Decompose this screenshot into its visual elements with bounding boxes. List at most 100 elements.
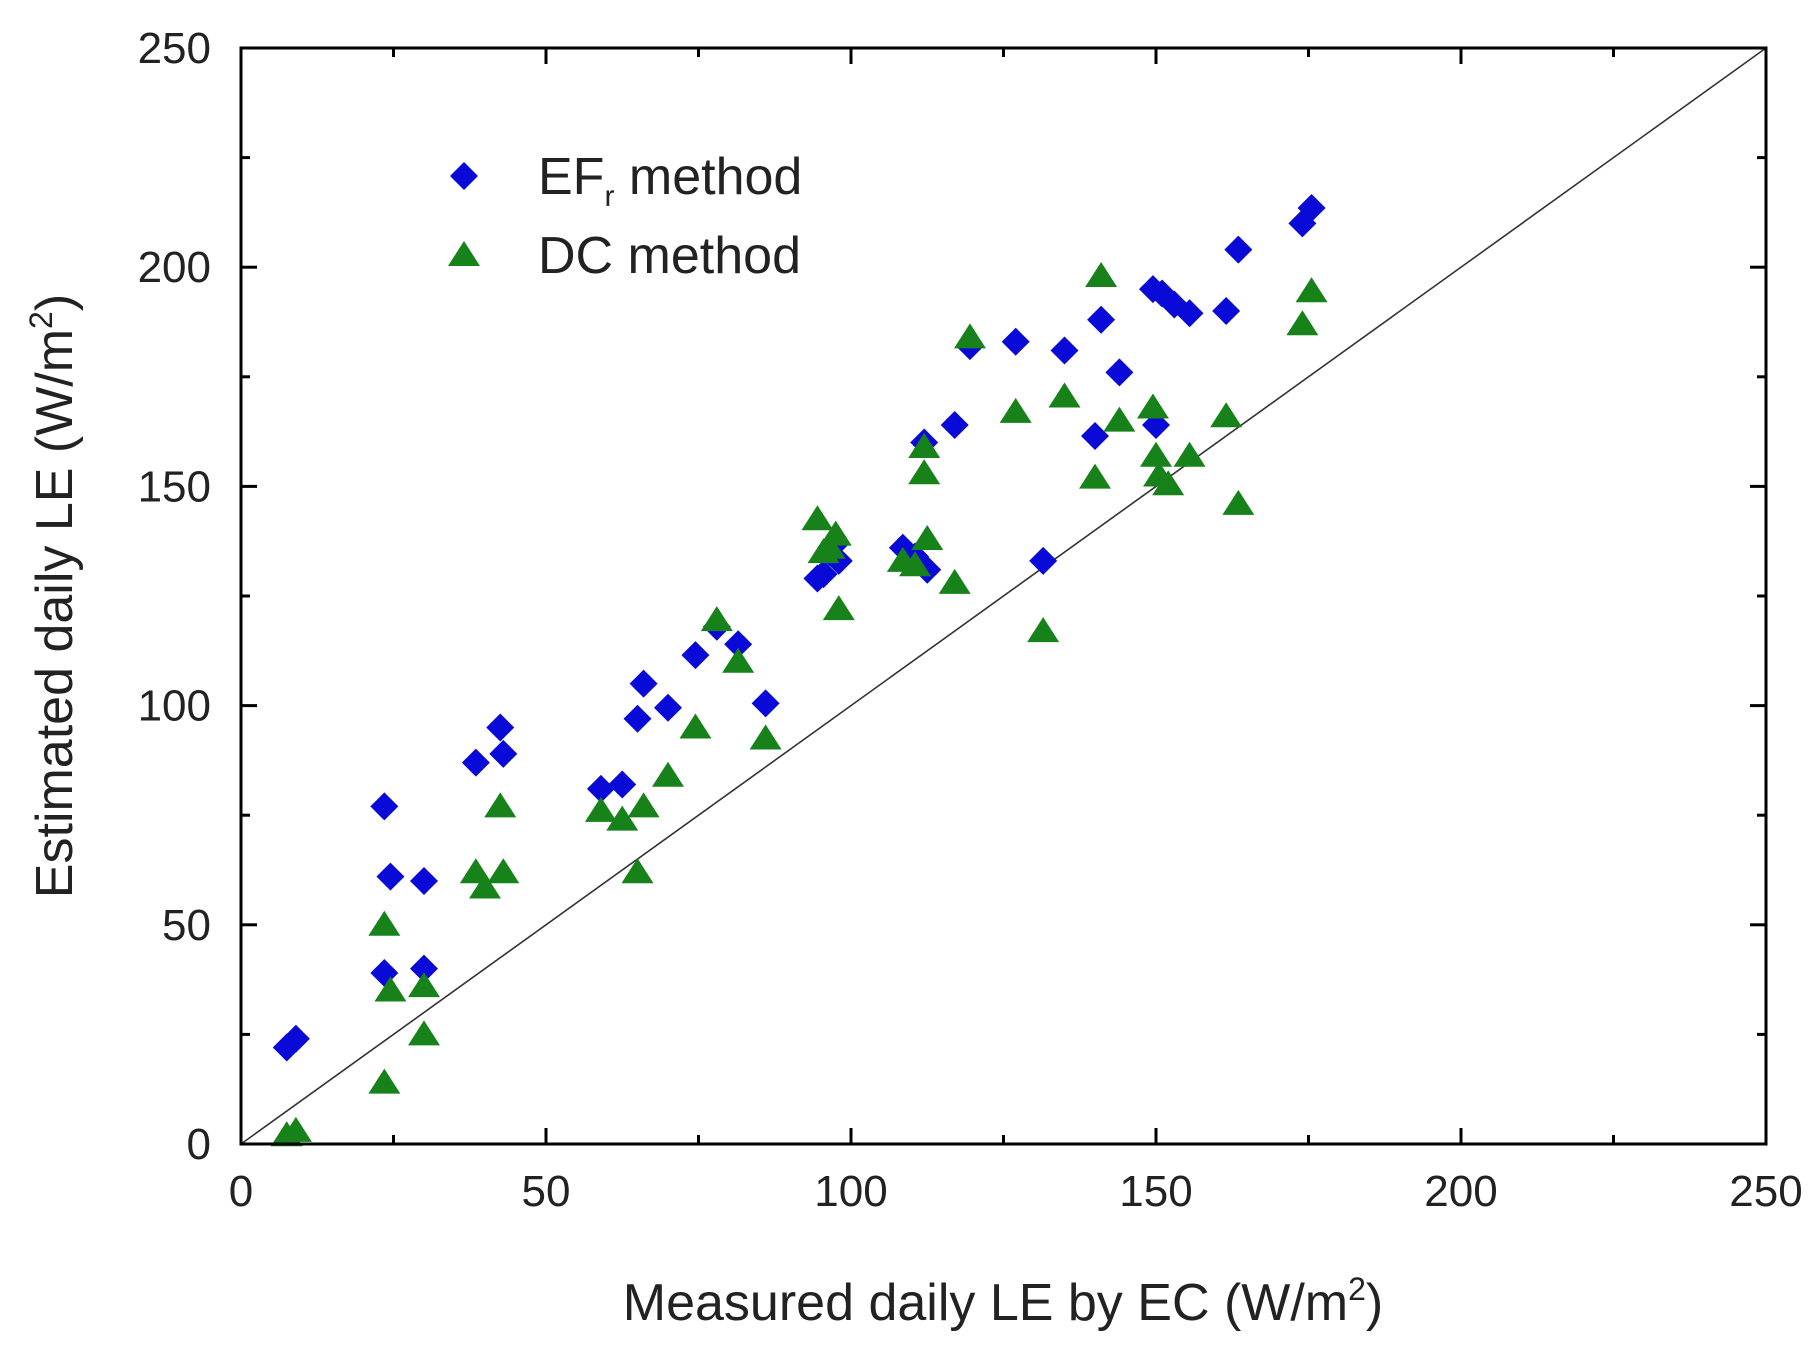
dc-triangle-point bbox=[484, 792, 517, 818]
dc-triangle-point bbox=[368, 910, 401, 936]
dc-triangle-point bbox=[822, 595, 855, 621]
series-dc-method bbox=[270, 261, 1328, 1147]
one-to-one-line bbox=[240, 47, 1767, 1145]
dc-triangle-point bbox=[908, 432, 941, 458]
axis-ticks-layer: 0 50 100 150 200 250 0 50 100 150 200 250 bbox=[138, 24, 1803, 1216]
x-tick-label: 50 bbox=[522, 1167, 571, 1216]
efr-diamond-point bbox=[809, 560, 838, 589]
legend: EFr method DC method bbox=[448, 148, 802, 285]
dc-triangle-point bbox=[368, 1068, 401, 1094]
efr-diamond-point bbox=[940, 411, 969, 440]
dc-triangle-point bbox=[749, 724, 782, 750]
x-tick-label: 200 bbox=[1424, 1167, 1497, 1216]
dc-triangle-point bbox=[1286, 310, 1319, 336]
y-tick-label: 250 bbox=[138, 24, 211, 73]
reference-line-layer bbox=[240, 47, 1767, 1145]
dc-triangle-point bbox=[1152, 470, 1185, 496]
dc-triangle-point bbox=[1295, 277, 1328, 303]
efr-diamond-point bbox=[410, 866, 438, 895]
dc-triangle-point bbox=[374, 976, 407, 1002]
dc-triangle-point bbox=[1136, 393, 1169, 419]
efr-diamond-point bbox=[281, 1024, 310, 1053]
y-axis-title: Estimated daily LE (W/m2) bbox=[23, 294, 84, 898]
dc-triangle-point bbox=[606, 805, 639, 831]
y-tick-label: 100 bbox=[138, 682, 211, 731]
efr-diamond-point bbox=[376, 862, 405, 891]
dc-triangle-point bbox=[469, 873, 501, 899]
y-axis-title-superscript: 2 bbox=[23, 311, 59, 329]
dc-triangle-point bbox=[408, 1020, 440, 1046]
legend-dc-rest: method bbox=[613, 227, 801, 285]
legend-dc-base: DC bbox=[538, 227, 613, 285]
efr-diamond-point bbox=[1105, 358, 1134, 387]
y-axis-title-end: ) bbox=[26, 294, 84, 311]
x-tick-label: 0 bbox=[229, 1167, 253, 1216]
dc-triangle-point bbox=[487, 858, 520, 884]
efr-diamond-point bbox=[461, 748, 490, 777]
dc-triangle-point bbox=[813, 533, 846, 559]
efr-diamond-point bbox=[1212, 297, 1241, 326]
legend-label-dc: DC method bbox=[538, 227, 801, 285]
dc-triangle-point bbox=[700, 606, 733, 632]
dc-triangle-point bbox=[1103, 406, 1136, 432]
dc-triangle-point bbox=[1210, 402, 1243, 428]
efr-diamond-point bbox=[608, 770, 637, 799]
efr-diamond-point bbox=[751, 689, 780, 718]
dc-triangle-point bbox=[938, 568, 971, 594]
dc-triangle-point bbox=[1079, 463, 1111, 489]
efr-diamond-point bbox=[410, 954, 438, 983]
dc-triangle-point bbox=[1048, 382, 1081, 408]
efr-diamond-point bbox=[681, 641, 710, 670]
legend-triangle-marker bbox=[448, 241, 480, 266]
efr-diamond-point bbox=[1081, 421, 1109, 450]
x-tick-label: 250 bbox=[1729, 1167, 1802, 1216]
legend-label-efr: EFr method bbox=[538, 148, 802, 213]
dc-triangle-point bbox=[1027, 617, 1060, 643]
efr-diamond-point bbox=[724, 630, 753, 659]
dc-triangle-point bbox=[999, 397, 1032, 423]
y-tick-label: 0 bbox=[187, 1120, 211, 1169]
efr-diamond-point bbox=[486, 713, 515, 742]
dc-triangle-point bbox=[801, 505, 834, 531]
efr-diamond-point bbox=[1050, 336, 1079, 365]
dc-triangle-point bbox=[627, 792, 660, 818]
dc-triangle-point bbox=[1085, 261, 1118, 287]
dc-triangle-point bbox=[652, 761, 684, 787]
efr-diamond-point bbox=[1297, 194, 1326, 223]
x-axis-title-end: ) bbox=[1366, 1274, 1383, 1332]
dc-triangle-point bbox=[279, 1116, 312, 1142]
y-tick-label: 200 bbox=[138, 243, 211, 292]
legend-efr-subscript: r bbox=[604, 180, 614, 213]
x-tick-label: 150 bbox=[1119, 1167, 1192, 1216]
efr-diamond-point bbox=[1087, 305, 1116, 334]
efr-diamond-point bbox=[1175, 299, 1204, 328]
legend-diamond-marker bbox=[450, 162, 478, 190]
efr-diamond-point bbox=[1224, 235, 1253, 264]
dc-triangle-point bbox=[408, 972, 440, 998]
efr-diamond-point bbox=[654, 693, 682, 722]
efr-diamond-point bbox=[370, 792, 399, 821]
data-points-layer bbox=[270, 194, 1328, 1147]
dc-triangle-point bbox=[1173, 441, 1206, 467]
dc-triangle-point bbox=[911, 525, 944, 551]
dc-triangle-point bbox=[953, 323, 986, 349]
dc-triangle-point bbox=[1222, 489, 1255, 515]
efr-diamond-point bbox=[1001, 327, 1030, 356]
efr-diamond-point bbox=[586, 774, 615, 803]
efr-diamond-point bbox=[629, 669, 658, 698]
legend-efr-rest: method bbox=[614, 148, 802, 206]
y-tick-label: 150 bbox=[138, 462, 211, 511]
efr-diamond-point bbox=[1029, 546, 1058, 575]
y-axis-title-main: Estimated daily LE (W/m bbox=[26, 329, 84, 898]
y-tick-label: 50 bbox=[162, 901, 211, 950]
dc-triangle-point bbox=[899, 551, 932, 577]
x-axis-title: Measured daily LE by EC (W/m2) bbox=[623, 1271, 1383, 1332]
x-axis-title-main: Measured daily LE by EC (W/m bbox=[623, 1274, 1348, 1332]
x-tick-label: 100 bbox=[814, 1167, 887, 1216]
dc-triangle-point bbox=[722, 647, 755, 673]
dc-triangle-point bbox=[819, 520, 852, 546]
dc-triangle-point bbox=[621, 858, 654, 884]
efr-diamond-point bbox=[623, 704, 652, 733]
